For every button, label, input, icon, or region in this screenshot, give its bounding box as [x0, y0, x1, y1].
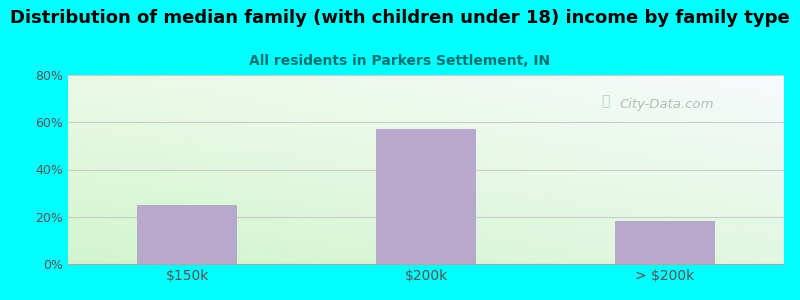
Bar: [614, 221, 714, 264]
Bar: [138, 205, 238, 264]
Text: Distribution of median family (with children under 18) income by family type: Distribution of median family (with chil…: [10, 9, 790, 27]
Bar: [376, 129, 476, 264]
Text: City-Data.com: City-Data.com: [619, 98, 714, 111]
Text: ⧗: ⧗: [602, 94, 610, 108]
Text: All residents in Parkers Settlement, IN: All residents in Parkers Settlement, IN: [250, 54, 550, 68]
